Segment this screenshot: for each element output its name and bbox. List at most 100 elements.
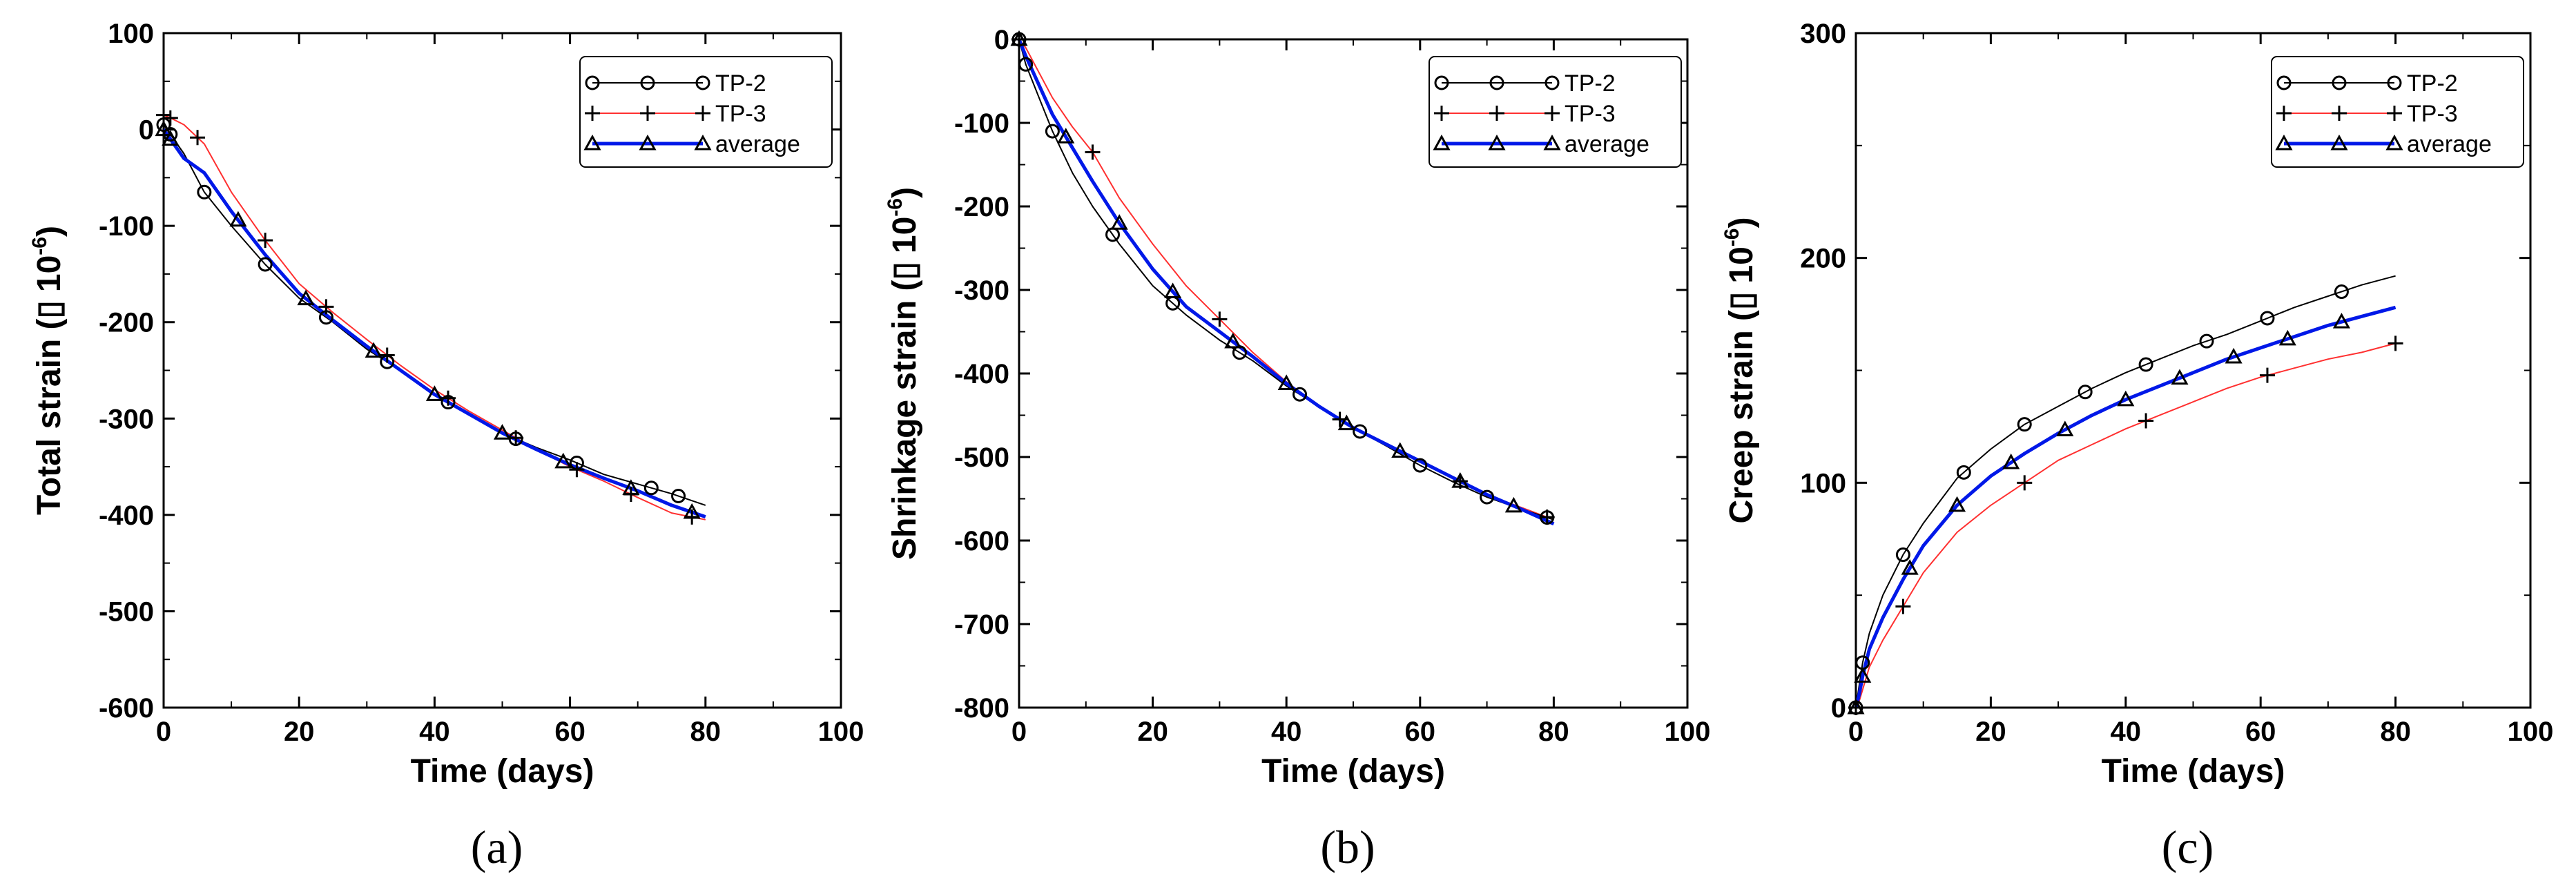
y-tick-label: 200: [1800, 244, 1846, 274]
y-tick-label: -500: [99, 596, 154, 627]
legend-marker-tp-3: [2332, 106, 2347, 121]
y-tick-label: -300: [954, 275, 1009, 306]
legend-marker-average: [583, 134, 601, 150]
data-marker-average: [622, 479, 640, 495]
x-axis-title: Time (days): [1261, 753, 1445, 790]
data-marker-tp-2: [1353, 424, 1368, 439]
legend-label-tp-3: TP-3: [1565, 101, 1616, 127]
x-tick-label: 100: [818, 717, 864, 747]
y-tick-label: -200: [99, 308, 154, 338]
y-axis-title: Shrinkage strain (▯ 10-6): [884, 187, 923, 560]
x-tick-label: 60: [554, 717, 585, 747]
y-axis-title: Total strain (▯ 10-6): [28, 226, 68, 515]
data-marker-tp-2: [1956, 465, 1971, 480]
x-axis-title: Time (days): [2102, 753, 2285, 790]
x-tick-label: 40: [2111, 717, 2142, 747]
data-marker-average: [1948, 496, 1966, 512]
chart-panel-1: 0 20 40 60 80 100 0 -100 -200 -300 -400 -500 -600 -70…: [884, 25, 1710, 873]
data-marker-tp-2: [1540, 510, 1555, 525]
data-marker-tp-2: [258, 257, 273, 272]
legend-marker-tp-3: [695, 106, 710, 121]
y-axis-title-exp: -6: [1721, 229, 1743, 247]
y-tick-label: -500: [954, 443, 1009, 473]
data-marker-average: [425, 385, 443, 401]
data-marker-tp-2: [1480, 489, 1495, 505]
y-axis-title-close: ): [887, 187, 923, 198]
legend-label-average: average: [715, 131, 800, 157]
data-marker-average: [1277, 374, 1295, 391]
panel-caption: (a): [471, 821, 523, 873]
y-axis-title-exp: -6: [884, 198, 907, 217]
data-marker-average: [1224, 332, 1242, 349]
data-marker-tp-3: [190, 130, 206, 146]
data-marker-average: [1010, 30, 1028, 46]
legend-label-tp-2: TP-2: [715, 70, 766, 97]
data-marker-average: [493, 424, 512, 440]
series-line-average: [1017, 39, 1555, 526]
y-axis-title-main: Shrinkage strain (: [887, 280, 923, 560]
legend: TP-2 TP-3 average: [579, 56, 833, 168]
legend-marker-average: [2330, 134, 2348, 150]
y-axis-title-main: Total strain (: [31, 319, 68, 515]
series-line-tp-2: [1855, 275, 2396, 708]
x-tick-label: 100: [1665, 717, 1711, 747]
data-marker-average: [2171, 369, 2189, 385]
data-marker-tp-2: [643, 480, 659, 496]
data-marker-tp-3: [156, 107, 171, 123]
chart-panel-0: 0 20 40 60 80 100 100 0 -100 -200 -300 -400 -500 -600…: [28, 19, 864, 873]
legend-label-tp-3: TP-3: [2407, 101, 2458, 127]
y-axis-title-mult: ▯: [887, 262, 923, 280]
y-axis-title-exp: -6: [28, 237, 51, 255]
y-tick-label: 0: [994, 25, 1009, 55]
legend-marker-tp-2: [695, 75, 710, 90]
data-marker-average: [1451, 472, 1469, 488]
data-marker-average: [1391, 442, 1409, 458]
x-tick-label: 0: [1848, 717, 1863, 747]
y-axis-title-close: ): [31, 226, 68, 237]
panel-caption: (b): [1320, 821, 1375, 873]
data-marker-tp-2: [2260, 311, 2275, 326]
data-marker-tp-3: [258, 233, 273, 249]
legend-marker-tp-2: [1489, 75, 1504, 90]
x-tick-label: 20: [284, 717, 315, 747]
data-marker-tp-2: [1413, 458, 1428, 473]
legend-label-tp-2: TP-2: [1565, 70, 1616, 97]
x-tick-label: 0: [1011, 717, 1027, 747]
x-tick-label: 0: [156, 717, 171, 747]
x-tick-label: 80: [2380, 717, 2411, 747]
y-axis-title-unit: 10: [31, 255, 68, 292]
data-marker-average: [2278, 329, 2296, 346]
y-axis-title-mult: ▯: [31, 300, 68, 318]
data-marker-average: [2332, 313, 2350, 329]
data-marker-average: [2056, 420, 2074, 436]
y-axis-title-close: ): [1723, 217, 1760, 229]
x-tick-label: 20: [1975, 717, 2006, 747]
data-marker-tp-2: [2199, 333, 2214, 349]
data-marker-tp-3: [1212, 311, 1228, 327]
legend-marker-tp-3: [2387, 106, 2402, 121]
data-marker-tp-2: [318, 310, 333, 325]
data-marker-average: [1337, 414, 1355, 431]
chart-panel-2: 0 20 40 60 80 100 0 100 200 300 Time (days) Creep s…: [1721, 19, 2553, 873]
y-tick-label: -400: [954, 359, 1009, 389]
data-marker-tp-2: [1045, 124, 1060, 139]
x-tick-label: 100: [2508, 717, 2554, 747]
data-marker-average: [297, 289, 315, 306]
x-tick-label: 80: [1538, 717, 1569, 747]
data-marker-average: [2002, 453, 2020, 469]
x-tick-label: 60: [2245, 717, 2276, 747]
data-marker-tp-2: [1895, 547, 1910, 563]
legend-marker-tp-2: [640, 75, 655, 90]
data-marker-tp-2: [380, 354, 395, 369]
y-tick-label: 0: [139, 115, 154, 146]
series-line-average: [1854, 305, 2396, 708]
legend-marker-average: [694, 134, 712, 150]
data-marker-average: [229, 211, 247, 227]
legend-marker-tp-3: [640, 106, 655, 121]
data-marker-average: [1164, 282, 1182, 298]
y-tick-label: 100: [1800, 468, 1846, 498]
y-axis-title-unit: 10: [1723, 246, 1760, 283]
y-tick-label: -400: [99, 501, 154, 531]
data-marker-tp-2: [2017, 417, 2032, 432]
data-marker-average: [554, 452, 572, 469]
